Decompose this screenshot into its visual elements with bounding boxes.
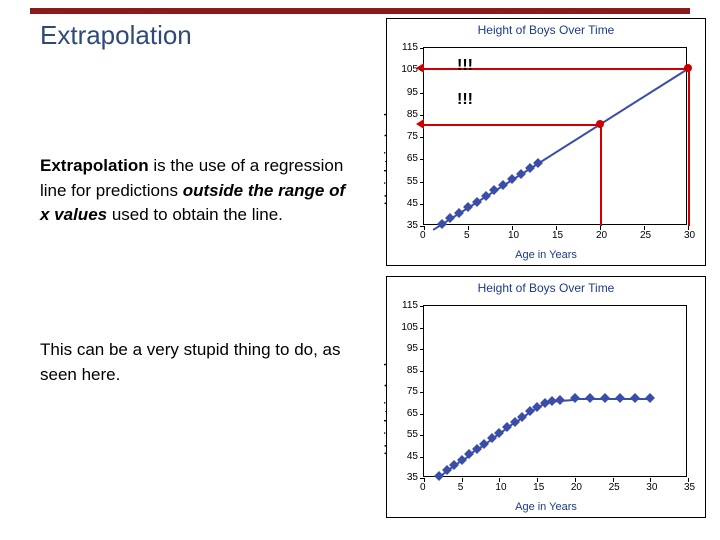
x-tick: 0 <box>420 230 426 241</box>
y-tick: 45 <box>407 451 418 462</box>
exclamation-label: !!! <box>457 57 473 75</box>
y-tick: 45 <box>407 198 418 209</box>
x-tick: 20 <box>596 230 607 241</box>
y-tick: 75 <box>407 131 418 142</box>
x-tick: 25 <box>640 230 651 241</box>
x-tick: 5 <box>464 230 470 241</box>
x-tick: 5 <box>458 482 464 493</box>
x-tick: 20 <box>571 482 582 493</box>
curve-segment <box>620 398 635 400</box>
arrowhead-icon <box>416 63 424 73</box>
curve-segment <box>575 398 590 400</box>
x-tick: 35 <box>684 482 695 493</box>
curve-segment <box>590 398 605 400</box>
x-tick: 10 <box>508 230 519 241</box>
y-tick: 55 <box>407 429 418 440</box>
x-tick: 0 <box>420 482 426 493</box>
header-accent-bar <box>30 8 690 14</box>
arrowhead-icon <box>416 119 424 129</box>
chart-top-title: Height of Boys Over Time <box>387 23 705 37</box>
x-tick: 15 <box>533 482 544 493</box>
definition-paragraph: Extrapolation is the use of a regression… <box>40 154 350 228</box>
extrapolation-vline <box>600 124 602 226</box>
x-tick: 25 <box>609 482 620 493</box>
y-tick: 115 <box>402 42 418 53</box>
y-tick: 115 <box>402 300 418 311</box>
y-tick: 65 <box>407 153 418 164</box>
y-tick: 75 <box>407 386 418 397</box>
defn-lead: Extrapolation <box>40 156 149 175</box>
extrapolation-hline <box>424 124 600 126</box>
curve-segment <box>605 398 620 400</box>
warning-paragraph: This can be a very stupid thing to do, a… <box>40 338 350 387</box>
x-tick: 30 <box>684 230 695 241</box>
y-tick: 95 <box>407 87 418 98</box>
y-tick: 35 <box>407 220 418 231</box>
extrapolation-vline <box>688 68 690 226</box>
chart-top: Height of Boys Over Time 354555657585951… <box>386 18 706 266</box>
x-axis-label-top: Age in Years <box>515 249 577 261</box>
exclamation-label: !!! <box>457 91 473 109</box>
y-tick: 85 <box>407 365 418 376</box>
chart-bottom-title: Height of Boys Over Time <box>387 281 705 295</box>
chart-bottom: Height of Boys Over Time 354555657585951… <box>386 276 706 518</box>
curve-segment <box>635 398 650 400</box>
x-tick: 30 <box>646 482 657 493</box>
x-tick: 15 <box>552 230 563 241</box>
slide-title: Extrapolation <box>40 20 192 51</box>
plot-area-bottom: 3545556575859510511505101520253035 <box>423 305 687 477</box>
y-tick: 55 <box>407 176 418 187</box>
y-tick: 105 <box>401 322 418 333</box>
x-axis-label-bottom: Age in Years <box>515 501 577 513</box>
defn-rest2: used to obtain the line. <box>107 205 283 224</box>
x-tick: 10 <box>495 482 506 493</box>
y-tick: 65 <box>407 408 418 419</box>
y-tick: 95 <box>407 343 418 354</box>
y-tick: 35 <box>407 472 418 483</box>
